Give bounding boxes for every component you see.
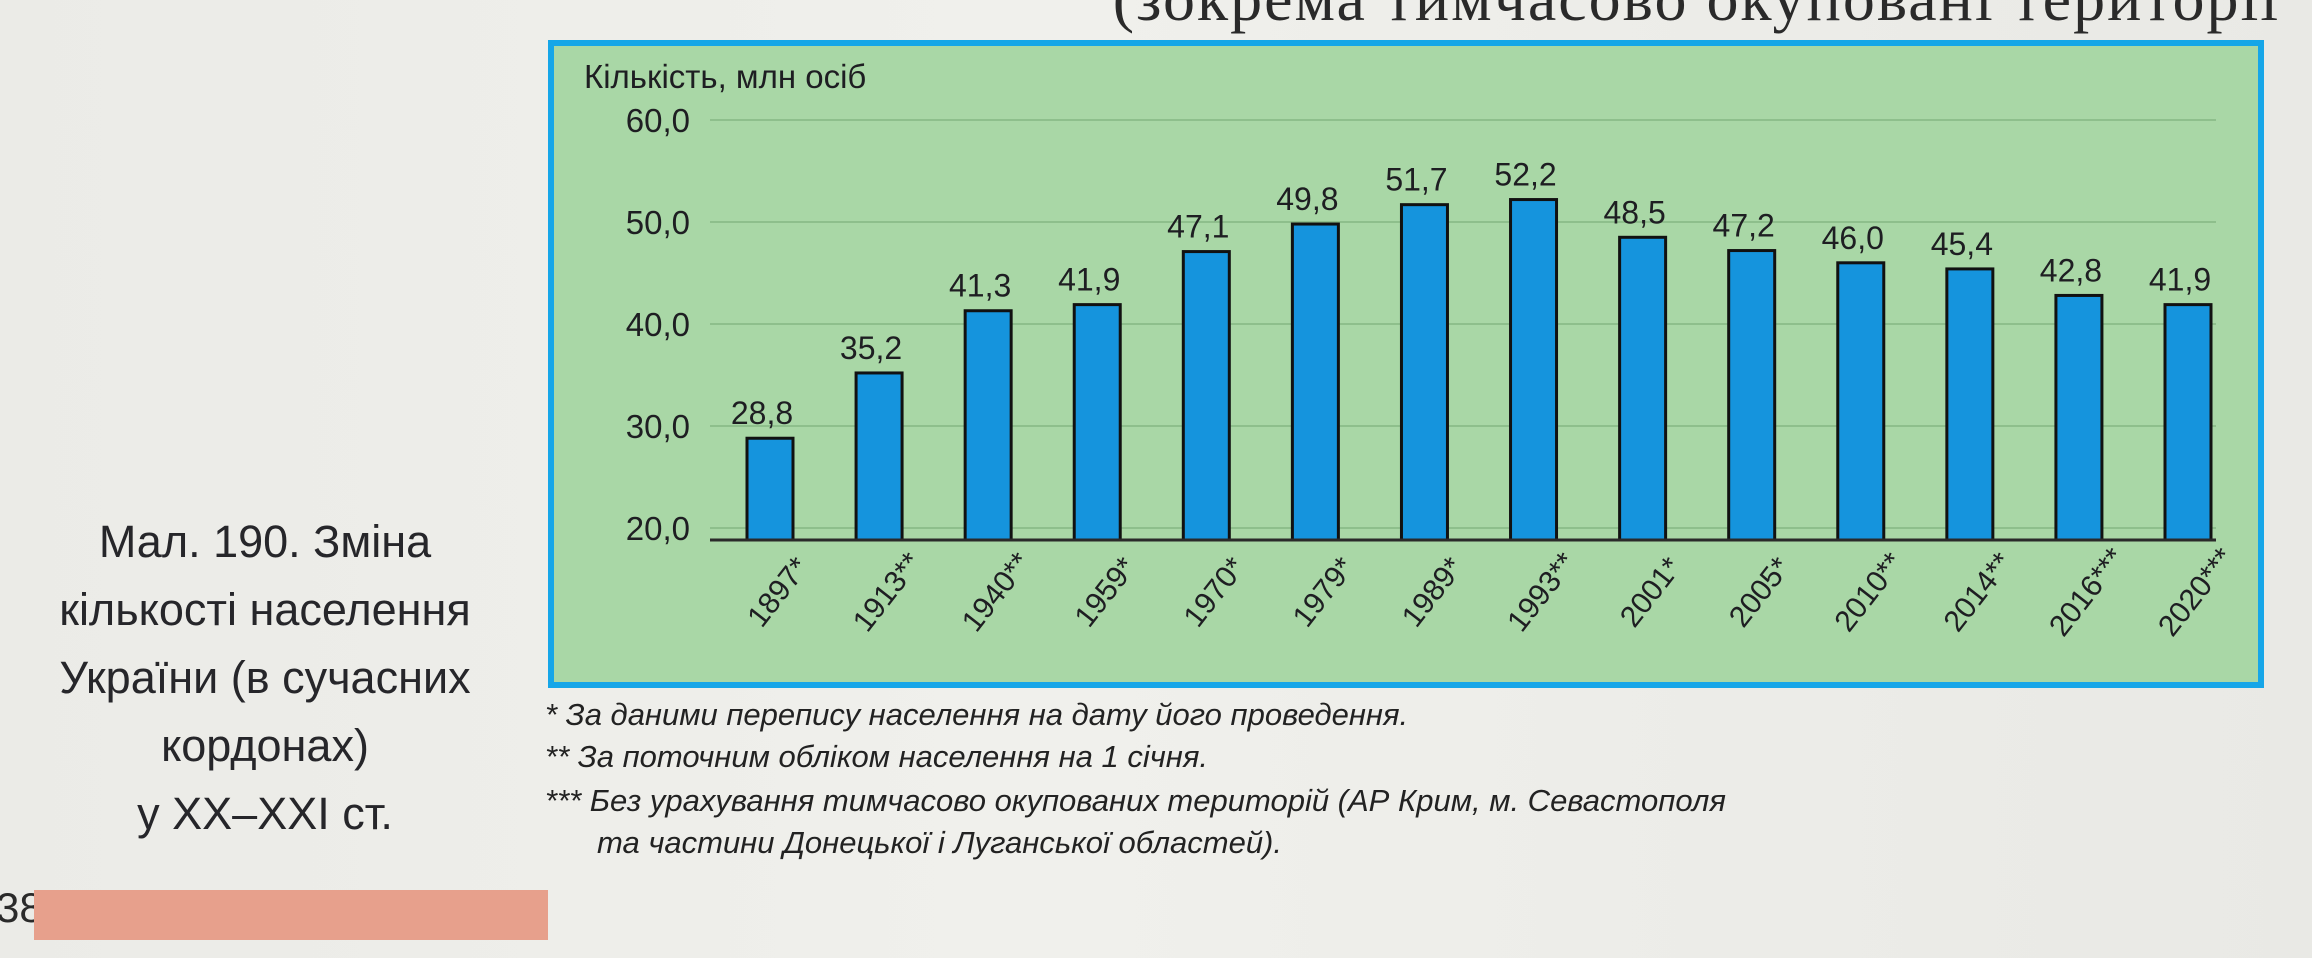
- figure-caption: Мал. 190. Зміна кількості населення Укра…: [0, 508, 530, 848]
- bar-value-label: 47,2: [1713, 208, 1775, 244]
- bar: [1945, 267, 1995, 542]
- bar: [963, 309, 1013, 542]
- footnote-current-record: ** За поточним обліком населення на 1 сі…: [545, 739, 1209, 774]
- chart-frame: Кількість, млн осіб 20,0 30,0 40,0 50,0 60,0 2…: [548, 40, 2264, 688]
- bar-value-label: 51,7: [1385, 162, 1447, 198]
- bar-value-label: 48,5: [1603, 194, 1665, 230]
- footnote-territories-continued: та частини Донецької і Луганської област…: [597, 825, 1282, 860]
- footnote-territories: *** Без урахування тимчасово окупованих …: [545, 783, 1726, 818]
- bar: [1618, 235, 1668, 542]
- footnote-census: * За даними перепису населення на дату й…: [545, 697, 1409, 732]
- page-decoration-strip: [34, 890, 548, 940]
- caption-line: кількості населення: [59, 584, 471, 635]
- bar: [2163, 303, 2213, 542]
- population-bar-chart: Кількість, млн осіб 20,0 30,0 40,0 50,0 60,0 2…: [554, 46, 2258, 682]
- bar: [1399, 203, 1449, 542]
- bar-value-label: 47,1: [1167, 209, 1229, 245]
- bar: [1509, 198, 1559, 542]
- bar-value-label: 42,8: [2040, 252, 2102, 288]
- footnotes: * За даними перепису населення на дату й…: [545, 694, 2285, 864]
- caption-line: у XX–XXI ст.: [137, 788, 393, 839]
- caption-line: кордонах): [161, 720, 369, 771]
- y-tick-label: 40,0: [626, 306, 690, 343]
- bar-value-label: 49,8: [1276, 181, 1338, 217]
- y-tick-label: 30,0: [626, 408, 690, 445]
- bar-value-label: 35,2: [840, 330, 902, 366]
- bar-value-label: 41,3: [949, 268, 1011, 304]
- y-tick-label: 50,0: [626, 204, 690, 241]
- bar-value-label: 41,9: [1058, 262, 1120, 298]
- bar-value-label: 28,8: [731, 395, 793, 431]
- caption-line: України (в сучасних: [59, 652, 471, 703]
- bar: [1727, 249, 1777, 542]
- y-axis-title: Кількість, млн осіб: [584, 58, 866, 95]
- caption-line: Мал. 190. Зміна: [98, 516, 432, 567]
- bar: [745, 436, 795, 542]
- page-heading-fragment: (зокрема тимчасово окуповані території: [720, 0, 2280, 36]
- y-tick-label: 20,0: [626, 510, 690, 547]
- bar: [854, 371, 904, 542]
- bar: [1290, 222, 1340, 542]
- bar: [1072, 303, 1122, 542]
- bar-value-label: 45,4: [1931, 226, 1993, 262]
- bar-value-label: 52,2: [1494, 157, 1556, 193]
- bar: [1836, 261, 1886, 542]
- bar: [2054, 293, 2104, 542]
- y-tick-label: 60,0: [626, 102, 690, 139]
- bar-value-label: 41,9: [2149, 262, 2211, 298]
- bar: [1181, 250, 1231, 542]
- bar-value-label: 46,0: [1822, 220, 1884, 256]
